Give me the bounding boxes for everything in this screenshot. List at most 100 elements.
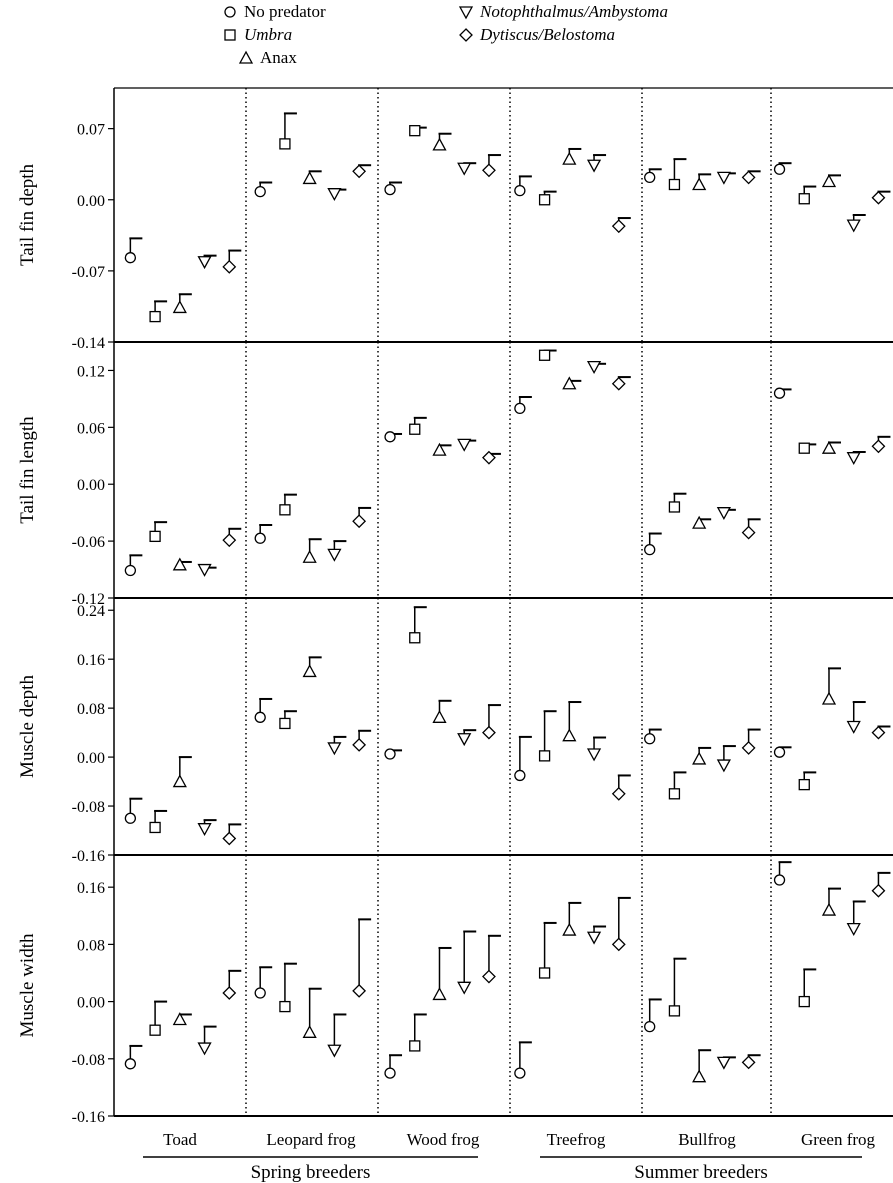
data-point-diamond xyxy=(611,376,626,391)
data-point-circle xyxy=(254,711,266,723)
y-axis-label: Tail fin depth xyxy=(17,163,38,266)
data-point-square xyxy=(409,1040,421,1052)
data-point-triangle-up xyxy=(302,1024,317,1038)
data-point-diamond xyxy=(741,740,756,755)
data-point-triangle-down xyxy=(846,219,861,233)
legend-label: Anax xyxy=(260,48,297,67)
y-tick-label: 0.16 xyxy=(77,880,105,897)
legend-marker-circle xyxy=(224,6,236,18)
data-point-diamond xyxy=(871,190,886,205)
data-point-triangle-down xyxy=(327,1044,342,1058)
data-point-triangle-up xyxy=(692,751,707,765)
data-point-square xyxy=(668,178,681,191)
data-point-square xyxy=(798,778,810,791)
x-tick-label: Bullfrog xyxy=(678,1130,736,1149)
legend: No predator Umbra Anax Notophthalmus/Ambyst… xyxy=(224,2,668,67)
data-point-square xyxy=(538,967,551,979)
group-label: Spring breeders xyxy=(251,1162,371,1183)
data-point-diamond xyxy=(611,219,626,234)
data-point-triangle-down xyxy=(586,931,602,945)
panel: 0.07 0.00 -0.07 -0.14 Tail fin depth xyxy=(17,87,893,352)
y-tick-label: -0.08 xyxy=(72,799,105,816)
data-point-triangle-up xyxy=(821,174,837,188)
data-point-diamond xyxy=(352,164,367,179)
data-point-diamond xyxy=(482,969,496,984)
data-point-circle xyxy=(124,812,137,824)
data-point-circle xyxy=(514,402,526,415)
panel: 0.24 0.16 0.08 0.00 -0.08 -0.16 Muscle depth xyxy=(17,597,893,865)
data-point-diamond xyxy=(482,725,496,740)
data-point-diamond xyxy=(482,163,496,178)
data-point-diamond xyxy=(222,259,237,274)
data-point-triangle-down xyxy=(457,438,472,452)
x-tick-label: Leopard frog xyxy=(266,1130,356,1149)
data-point-triangle-down xyxy=(327,742,342,756)
legend-marker-diamond xyxy=(459,28,473,42)
y-axis-label: Tail fin length xyxy=(17,416,38,524)
data-point-triangle-down xyxy=(716,1056,731,1070)
data-point-circle xyxy=(124,1058,137,1070)
data-point-triangle-up xyxy=(172,1012,187,1026)
data-point-triangle-up xyxy=(562,922,577,936)
data-point-square xyxy=(279,504,291,516)
data-point-circle xyxy=(124,564,137,577)
x-axis: Toad Leopard frog Wood frog Treefrog Bullfro… xyxy=(143,1130,876,1183)
data-point-diamond xyxy=(871,883,886,898)
data-point-triangle-up xyxy=(432,137,447,151)
data-point-triangle-down xyxy=(327,188,342,202)
data-point-triangle-up xyxy=(302,549,317,563)
data-point-circle xyxy=(384,183,396,196)
legend-item: Dytiscus/Belostoma xyxy=(459,25,615,44)
y-tick-label: -0.16 xyxy=(72,848,105,865)
y-tick-label: 0.08 xyxy=(77,701,105,718)
data-point-circle xyxy=(644,733,656,745)
data-point-circle xyxy=(644,543,656,556)
legend-item: Umbra xyxy=(224,25,292,44)
y-tick-label: -0.12 xyxy=(72,591,105,608)
data-point-triangle-down xyxy=(197,563,212,577)
data-point-diamond xyxy=(482,450,496,465)
data-point-triangle-down xyxy=(716,507,731,521)
data-point-square xyxy=(409,125,421,137)
data-point-circle xyxy=(254,532,266,544)
data-point-diamond xyxy=(222,831,237,846)
data-point-square xyxy=(538,349,551,361)
data-point-square xyxy=(279,717,291,730)
data-point-square xyxy=(409,632,421,644)
data-point-triangle-up xyxy=(562,376,577,390)
data-point-triangle-down xyxy=(846,923,861,937)
data-point-triangle-down xyxy=(586,748,602,762)
data-point-circle xyxy=(254,185,266,198)
legend-label: No predator xyxy=(244,2,326,21)
legend-item: Notophthalmus/Ambystoma xyxy=(458,2,668,21)
data-point-triangle-down xyxy=(457,733,472,747)
group-label: Summer breeders xyxy=(634,1162,767,1183)
legend-item: Anax xyxy=(238,48,297,67)
data-point-circle xyxy=(254,987,266,999)
data-point-diamond xyxy=(352,514,367,529)
data-point-circle xyxy=(514,184,526,197)
data-point-square xyxy=(279,138,291,150)
data-point-triangle-up xyxy=(562,151,577,165)
data-point-triangle-up xyxy=(172,300,187,314)
data-point-circle xyxy=(644,171,656,184)
y-tick-label: 0.00 xyxy=(77,995,105,1012)
data-point-triangle-up xyxy=(302,171,317,185)
data-point-square xyxy=(798,442,810,454)
data-point-triangle-down xyxy=(197,823,212,837)
data-point-triangle-up xyxy=(172,557,187,571)
data-point-diamond xyxy=(741,525,756,540)
legend-marker-square xyxy=(224,29,236,41)
data-point-triangle-up xyxy=(821,440,837,454)
legend-item: No predator xyxy=(224,2,326,21)
data-point-square xyxy=(668,501,681,513)
y-tick-label: 0.06 xyxy=(77,420,105,437)
data-point-triangle-up xyxy=(562,728,577,742)
data-point-square xyxy=(149,530,161,543)
y-tick-label: -0.06 xyxy=(72,534,105,551)
data-point-diamond xyxy=(352,737,367,752)
x-tick-label: Toad xyxy=(163,1130,197,1149)
panel: 0.12 0.06 0.00 -0.06 -0.12 Tail fin length xyxy=(17,341,893,608)
chart-panels: 0.07 0.00 -0.07 -0.14 Tail fin depth 0.12 0.06… xyxy=(17,87,893,1126)
data-point-triangle-down xyxy=(716,171,731,185)
